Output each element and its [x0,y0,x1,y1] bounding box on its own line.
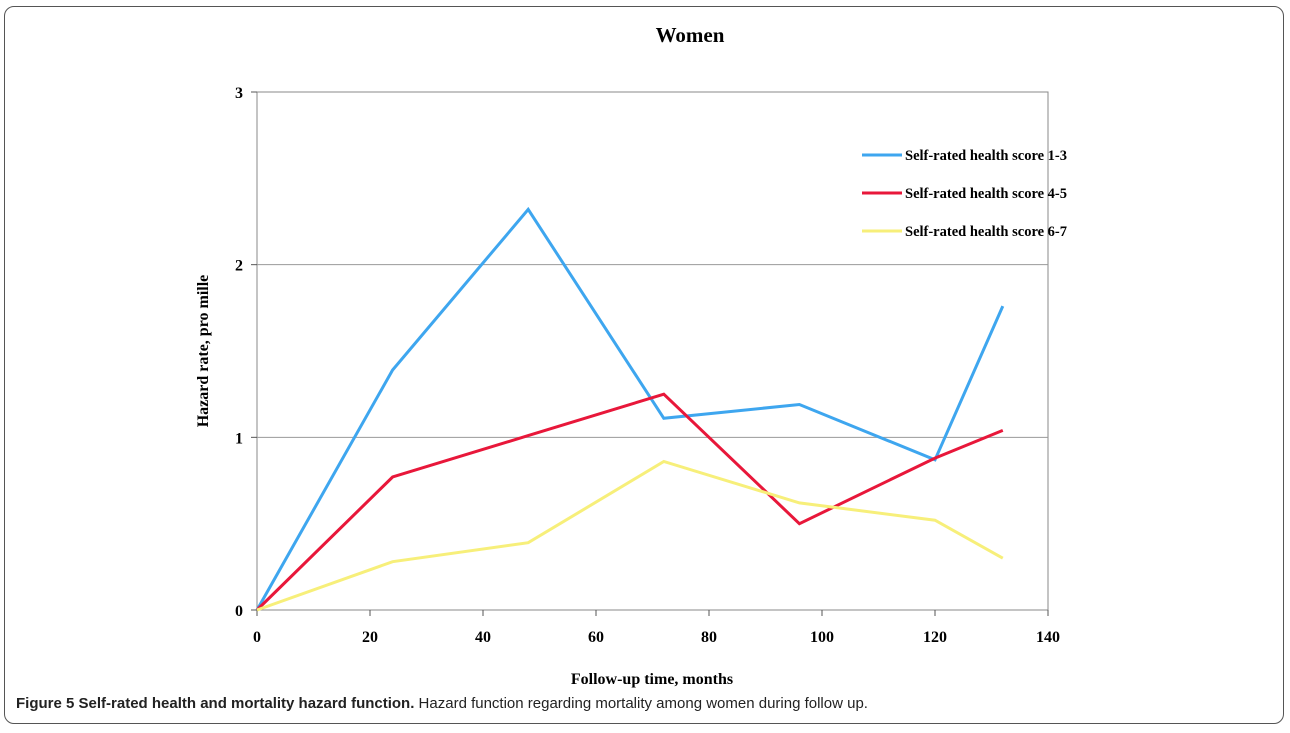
x-tick-label: 0 [253,629,261,646]
x-tick-label: 80 [701,629,717,646]
legend-label-3: Self-rated health score 6-7 [905,224,1067,240]
chart-title: Women [656,23,725,47]
x-tick-label: 100 [810,629,834,646]
series-line-2 [255,392,1004,612]
figure-frame [4,6,1284,724]
x-tick-label: 120 [923,629,947,646]
y-tick-label: 0 [235,603,243,620]
y-tick-label: 3 [235,85,243,102]
y-axis-label: Hazard rate, pro mille [195,275,212,428]
figure-caption: Figure 5 Self-rated health and mortality… [16,695,1276,712]
legend: Self-rated health score 1-3 Self-rated he… [862,148,1067,240]
plot-area [256,91,1049,611]
x-tick-label: 140 [1036,629,1060,646]
legend-label-2: Self-rated health score 4-5 [905,186,1067,202]
series-lines [255,206,1005,612]
y-tick-label: 1 [235,430,243,447]
axis-ticks: 0 1 2 3 0 20 40 60 80 100 120 140 [235,85,1060,646]
series-line-1 [255,206,1005,611]
caption-label: Figure 5 Self-rated health and mortality… [16,695,415,712]
legend-label-1: Self-rated health score 1-3 [905,148,1067,164]
caption-text: Hazard function regarding mortality amon… [414,695,868,712]
series-line-3 [256,459,1004,612]
y-tick-label: 2 [235,258,243,275]
grid-lines [257,264,1048,438]
x-tick-label: 20 [362,629,378,646]
x-tick-label: 40 [475,629,491,646]
x-tick-label: 60 [588,629,604,646]
x-axis-label: Follow-up time, months [571,671,733,688]
